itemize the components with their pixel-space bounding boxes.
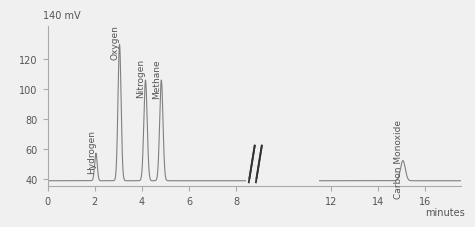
Text: Nitrogen: Nitrogen	[136, 59, 145, 98]
Text: Carbon Monoxide: Carbon Monoxide	[394, 119, 403, 198]
Text: 140 mV: 140 mV	[43, 11, 81, 21]
Bar	[246, 175, 319, 184]
Text: minutes: minutes	[425, 207, 465, 217]
Bar	[246, 179, 319, 183]
Text: Oxygen: Oxygen	[111, 25, 120, 60]
Text: Hydrogen: Hydrogen	[87, 129, 96, 173]
Text: Methane: Methane	[152, 59, 162, 98]
